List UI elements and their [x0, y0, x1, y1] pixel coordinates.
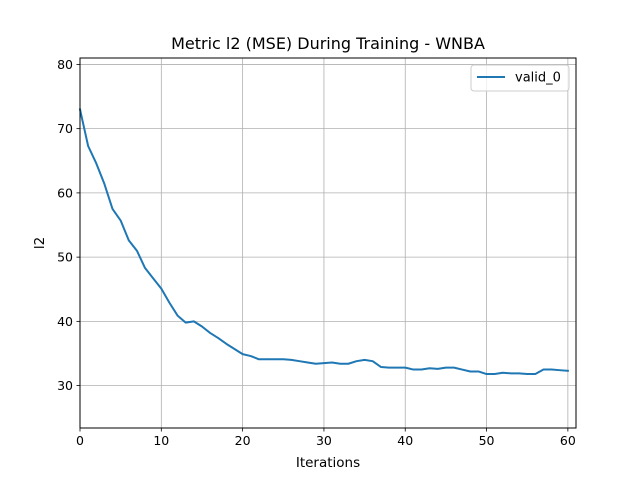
y-tick-label: 30	[57, 378, 73, 393]
y-tick-label: 80	[57, 57, 73, 72]
plot-frame	[79, 57, 577, 429]
grid	[79, 58, 576, 428]
x-tick-label: 0	[76, 433, 84, 448]
series-layer	[78, 108, 569, 376]
x-axis-label: Iterations	[296, 455, 360, 471]
legend: valid_0	[470, 64, 570, 92]
legend-box	[470, 64, 570, 92]
series-line-valid_0	[78, 108, 569, 376]
y-tick-label: 70	[57, 121, 73, 136]
y-tick-label: 50	[57, 250, 73, 265]
y-axis-label: l2	[32, 237, 48, 249]
x-tick-label: 50	[479, 433, 495, 448]
x-tick-label: 30	[316, 433, 332, 448]
legend-label: valid_0	[515, 71, 561, 86]
ticks: 0 10 20 30 40 50 60 30 40 50 60 70 80	[57, 57, 576, 448]
chart-title: Metric l2 (MSE) During Training - WNBA	[171, 34, 485, 53]
x-tick-label: 60	[560, 433, 576, 448]
y-tick-label: 40	[57, 314, 73, 329]
y-tick-label: 60	[57, 185, 73, 200]
x-tick-label: 20	[235, 433, 251, 448]
x-tick-label: 40	[397, 433, 413, 448]
x-tick-label: 10	[153, 433, 169, 448]
plot-area	[80, 58, 576, 428]
